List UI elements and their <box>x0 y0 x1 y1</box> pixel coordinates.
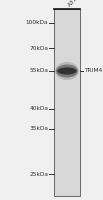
Text: 100kDa: 100kDa <box>26 21 48 25</box>
Text: TRIM4: TRIM4 <box>84 68 103 73</box>
Text: 25kDa: 25kDa <box>29 171 48 176</box>
Text: 55kDa: 55kDa <box>29 68 48 73</box>
Bar <box>54 9 80 196</box>
Text: 35kDa: 35kDa <box>29 127 48 132</box>
Text: A375: A375 <box>68 0 82 8</box>
Ellipse shape <box>56 64 78 77</box>
Text: 40kDa: 40kDa <box>29 106 48 112</box>
Text: 70kDa: 70kDa <box>29 46 48 50</box>
Ellipse shape <box>55 62 79 80</box>
Ellipse shape <box>57 67 77 75</box>
